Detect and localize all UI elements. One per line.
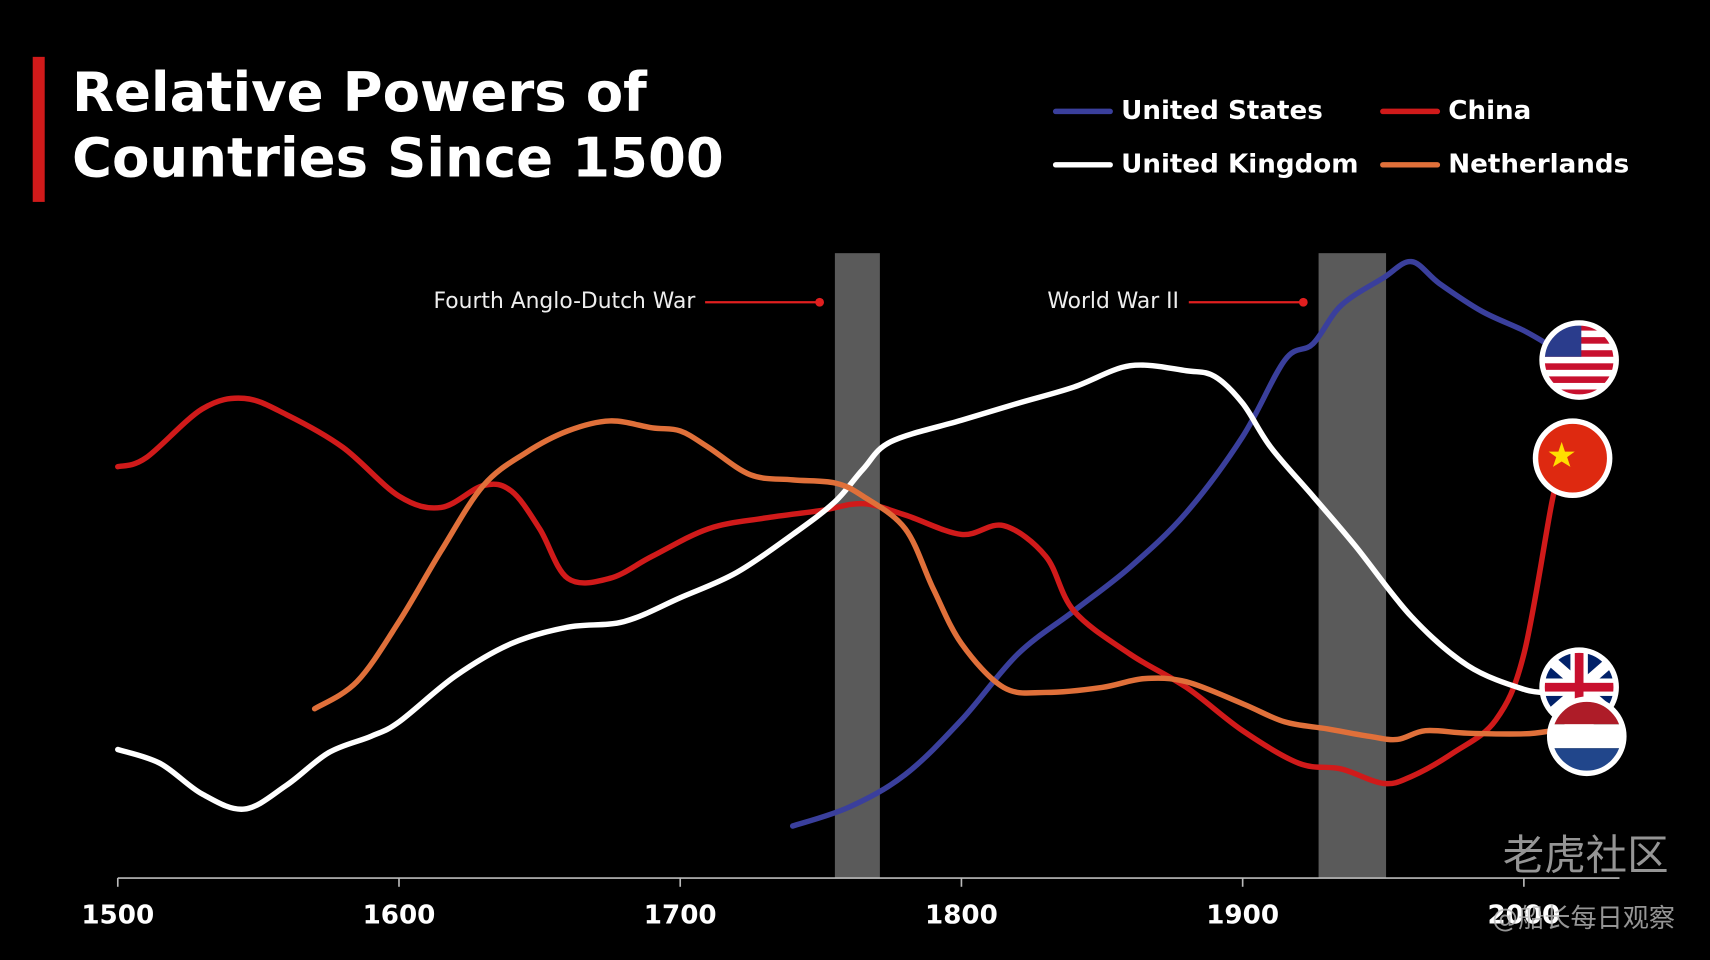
- flags: [1532, 320, 1627, 777]
- x-tick-label: 1700: [644, 901, 717, 931]
- legend-label: United Kingdom: [1121, 149, 1358, 179]
- title-bar: [32, 56, 45, 202]
- series-line: [115, 362, 1555, 812]
- annotation-label: World War II: [1047, 289, 1179, 314]
- annotation-label: Fourth Anglo-Dutch War: [434, 289, 696, 314]
- x-tick-label: 1800: [925, 901, 998, 931]
- x-tick-label: 2000: [1487, 901, 1560, 931]
- legend-label: Netherlands: [1448, 149, 1629, 179]
- x-tick-label: 1600: [363, 901, 436, 931]
- flag-us: [1539, 320, 1619, 400]
- legend-label: China: [1448, 96, 1531, 126]
- x-tick-label: 1500: [81, 901, 154, 931]
- lines: [115, 258, 1566, 829]
- series-line: [311, 418, 1555, 743]
- legend: United States China United Kingdom Netherla…: [1052, 96, 1629, 179]
- annotation-band: [834, 253, 880, 879]
- flag-china: [1532, 418, 1613, 498]
- watermark: 老虎社区: [1503, 831, 1669, 879]
- x-axis: 1500 1600 1700 1800 1900 2000: [81, 877, 1620, 931]
- legend-label: United States: [1121, 96, 1323, 126]
- chart-title: Countries Since 1500: [72, 126, 724, 190]
- chart-title: Relative Powers of: [72, 60, 648, 124]
- watermark: @船长每日观察: [1492, 904, 1675, 934]
- flag-netherlands: [1546, 696, 1627, 777]
- series-line: [789, 258, 1555, 829]
- x-tick-label: 1900: [1206, 901, 1279, 931]
